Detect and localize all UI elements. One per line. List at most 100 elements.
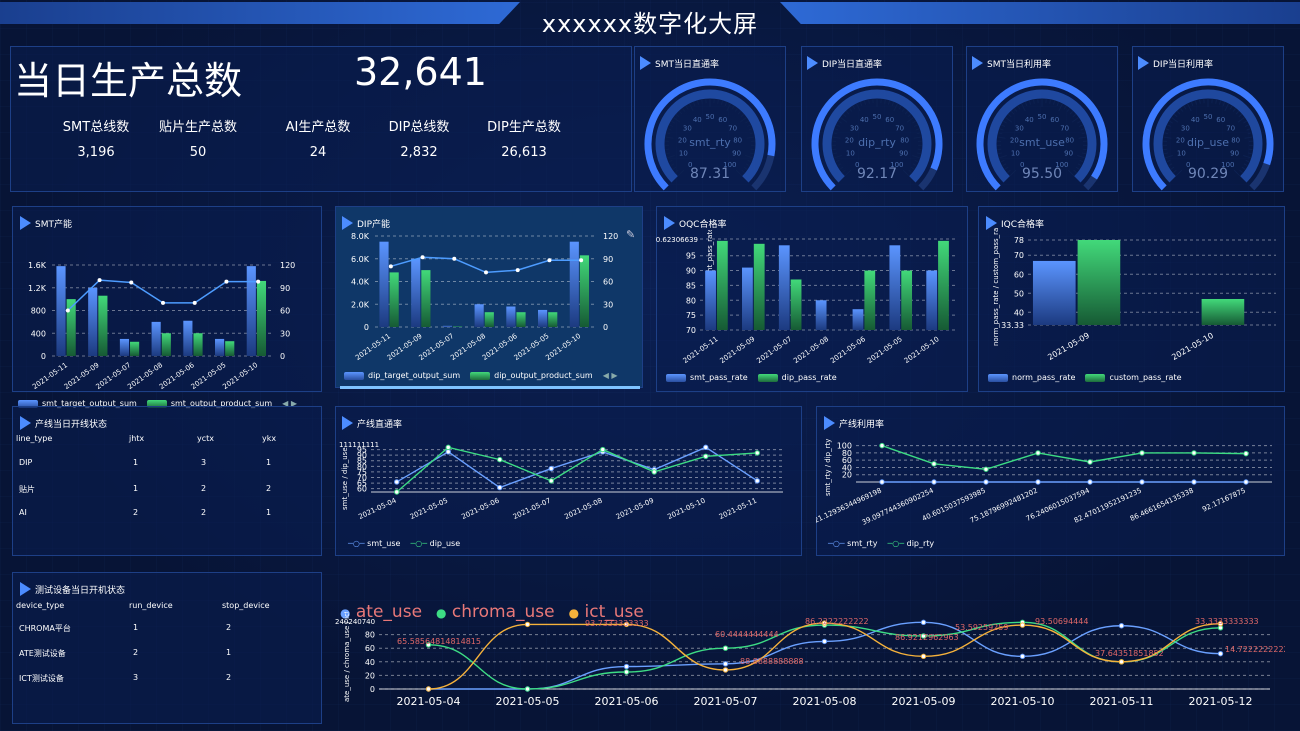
gauge-tick-label: 70 [1060, 125, 1069, 133]
gauge-tick [914, 159, 919, 163]
legend-item[interactable]: dip_pass_rate [757, 373, 837, 382]
gauge-tick [726, 103, 731, 112]
header-bar-right [780, 2, 1300, 24]
table-cell: 1 [133, 623, 139, 632]
gauge-value: 87.31 [690, 166, 730, 182]
gauge-tick [1164, 132, 1169, 135]
gauge-tick-label: 40 [1191, 116, 1200, 124]
y-tick-label: 800 [31, 307, 46, 316]
gauge-tick-label: 0 [855, 161, 859, 169]
x-tick-label: 2021-05-08 [563, 497, 603, 521]
legend-item[interactable]: custom_pass_rate [1085, 373, 1182, 382]
legend-item[interactable]: norm_pass_rate [988, 373, 1075, 382]
bar [256, 280, 267, 356]
gauge-tick [1077, 120, 1081, 124]
legend-item[interactable]: smt_pass_rate [666, 373, 748, 382]
legend-item[interactable]: smt_output_product_sum [146, 399, 272, 408]
gauge-tick [746, 136, 755, 139]
gauge-tick [838, 120, 842, 124]
bar [569, 241, 579, 327]
gauge-tick [675, 113, 680, 118]
gauge-tick [692, 101, 696, 107]
gauge-tick [1033, 99, 1035, 104]
data-label: 93.50694444 [1035, 617, 1088, 626]
line-point [497, 484, 503, 491]
gauge-tick [667, 128, 672, 131]
line-point [1191, 450, 1197, 456]
y-tick-label: 90 [357, 451, 367, 460]
bar [474, 304, 484, 327]
legend-item[interactable]: ─○─ dip_rty [887, 539, 935, 548]
gauge-tick [1004, 166, 1009, 170]
table-cell: 1 [133, 484, 139, 493]
gauge-tick-label: 60 [1050, 116, 1059, 124]
line-point [703, 453, 709, 459]
gauge-tick [737, 110, 742, 115]
bar [119, 338, 130, 356]
oqc-chart: smt_pass_rate / dip_pass_rate 70 75 80 85 90 9… [656, 230, 958, 365]
legend-pager-icon[interactable]: ◀ ▶ [602, 371, 618, 380]
line-point [445, 444, 451, 451]
gauge-tick [1066, 108, 1070, 112]
gauge-tick-label: 10 [1177, 150, 1186, 158]
gauge-tick [672, 166, 677, 170]
bar [864, 270, 876, 330]
gauge-tick-label: 20 [678, 137, 687, 145]
gauge-tick [731, 105, 735, 110]
legend-item[interactable]: ─○─ smt_rty [828, 539, 878, 548]
x-tick-label: 2021-05-10 [1170, 331, 1215, 362]
gauge-tick [749, 132, 754, 135]
scroll-bar[interactable] [340, 386, 640, 389]
gauge-tick [665, 136, 674, 139]
legend-item[interactable]: ● chroma_use [436, 602, 555, 622]
x-tick-label: 2021-05-09 [719, 335, 757, 365]
legend-item[interactable]: smt_target_output_sum [18, 399, 137, 408]
gauge-tick [1072, 113, 1077, 118]
gauge-tick [1056, 101, 1060, 107]
triangle-icon [824, 416, 835, 430]
gauge-tick-label: 60 [1216, 116, 1225, 124]
bar [183, 320, 193, 356]
gauge-tick [1007, 169, 1011, 174]
y-tick-label: 75 [686, 311, 696, 320]
gauge-tick [689, 103, 694, 112]
table-cell: 2 [226, 623, 232, 632]
gauge-tick-label: 20 [1176, 137, 1185, 145]
panel-title: 产线利用率 [839, 419, 885, 430]
y-tick-label: 2.0K [351, 300, 370, 309]
legend-item[interactable]: ● ict_use [568, 602, 644, 622]
edit-icon[interactable]: ✎ [626, 228, 636, 241]
table-cell: 2 [226, 673, 232, 682]
y2-tick-label: 120 [603, 232, 618, 241]
gauge-tick-label: 40 [1025, 116, 1034, 124]
legend-item[interactable]: ─○─ smt_use [348, 539, 401, 548]
gauge-tick [1067, 169, 1075, 177]
legend-item[interactable]: dip_output_product_sum [470, 371, 593, 380]
gauge-tick-label: 10 [846, 150, 855, 158]
gauge-tick-label: 20 [845, 137, 854, 145]
line-point [1243, 479, 1249, 485]
panel-title: DIP当日利用率 [1153, 59, 1214, 70]
y-tick-label: 60 [357, 485, 367, 494]
gauge-tick [745, 163, 750, 167]
gauge-tick [665, 148, 670, 151]
line-point [1217, 621, 1224, 627]
gauge-tick-label: 30 [1015, 125, 1024, 133]
gauge-tick-label: 40 [860, 116, 869, 124]
gauge-title: SMT当日利用率 [972, 56, 1051, 70]
x-tick-label: 2021-05-05 [409, 497, 449, 521]
legend-item[interactable]: ● ate_use [340, 602, 423, 622]
panel-title: DIP产能 [357, 219, 391, 230]
gauge-panel [966, 46, 1118, 192]
legend-item[interactable]: dip_target_output_sum [344, 371, 460, 380]
bar [1032, 260, 1076, 325]
legend-pager-icon[interactable]: ◀ ▶ [282, 399, 297, 408]
kpi-dip-lines: DIP总线数 2,832 [364, 116, 474, 160]
y-tick-label: 33.33 [1001, 321, 1024, 330]
y-axis-label: norm_pass_rate / custom_pass_ra [992, 228, 1000, 346]
gauge-tick-label: 0 [1186, 161, 1190, 169]
bar [506, 306, 516, 327]
bar [716, 240, 728, 330]
legend-item[interactable]: ─○─ dip_use [410, 539, 461, 548]
